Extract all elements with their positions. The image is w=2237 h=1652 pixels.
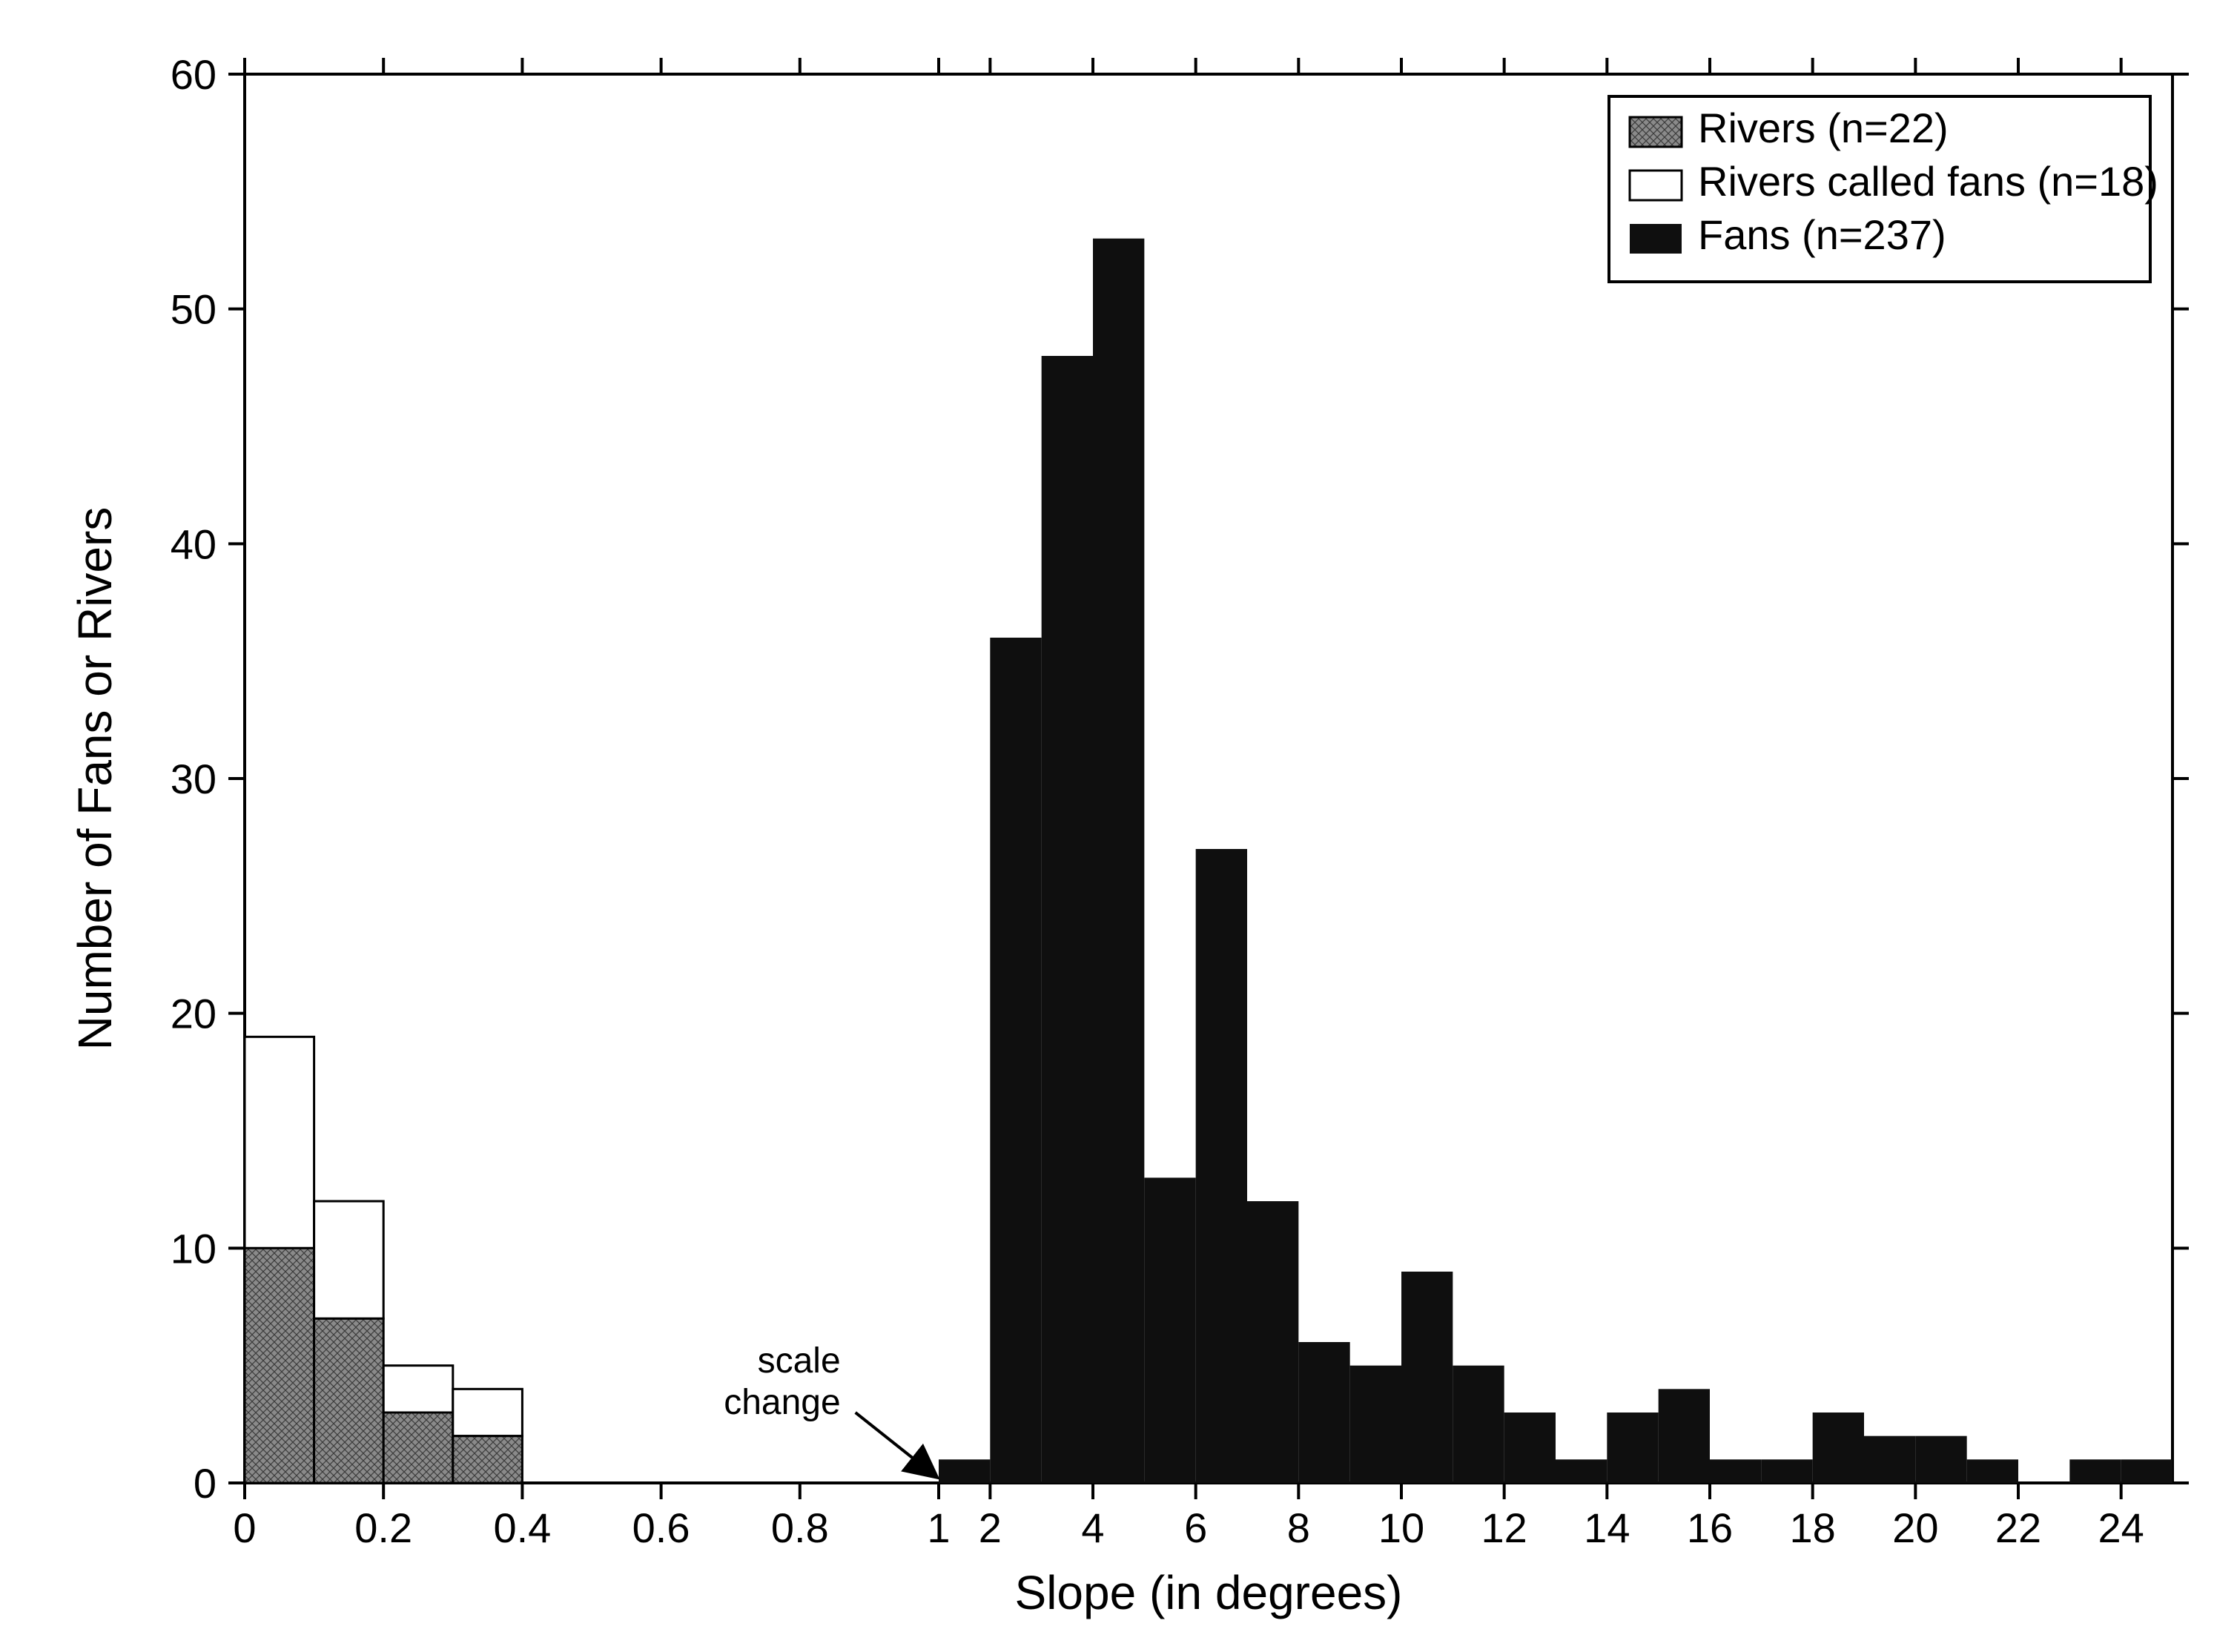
- y-tick-label: 20: [171, 991, 217, 1037]
- bar-rivers: [453, 1436, 523, 1483]
- x-tick-label: 10: [1378, 1504, 1424, 1551]
- chart-container: 010203040506000.20.40.60.812468101214161…: [0, 0, 2237, 1652]
- scale-change-annotation: scalechange: [724, 1341, 935, 1476]
- y-tick-label: 10: [171, 1225, 217, 1272]
- x-tick-label: 8: [1287, 1504, 1310, 1551]
- x-tick-label: 0.6: [632, 1504, 690, 1551]
- bar-fans: [1659, 1389, 1710, 1483]
- legend-swatch-rivers: [1630, 117, 1682, 147]
- bar-fans: [1042, 356, 1093, 1483]
- bar-fans: [990, 638, 1041, 1483]
- y-tick-label: 50: [171, 286, 217, 333]
- scale-change-text-1: scale: [758, 1341, 841, 1381]
- bar-fans: [1813, 1413, 1864, 1483]
- x-tick-label: 22: [1995, 1504, 2041, 1551]
- bar-rivers: [245, 1248, 314, 1483]
- legend: Rivers (n=22) Rivers called fans (n=18) Fa…: [1609, 96, 2158, 282]
- bar-fans: [1915, 1436, 1966, 1483]
- y-tick-label: 0: [194, 1460, 217, 1507]
- bar-fans: [1298, 1342, 1349, 1483]
- legend-swatch-fans: [1630, 224, 1682, 254]
- bar-rivers-called-fans: [245, 1037, 314, 1248]
- histogram-chart: 010203040506000.20.40.60.812468101214161…: [0, 0, 2237, 1652]
- x-tick-label: 16: [1687, 1504, 1733, 1551]
- y-tick-label: 30: [171, 756, 217, 802]
- x-tick-label: 14: [1584, 1504, 1630, 1551]
- legend-label-fans: Fans (n=237): [1698, 211, 1946, 258]
- bar-fans: [1607, 1413, 1658, 1483]
- bar-fans: [1453, 1366, 1504, 1483]
- x-tick-label: 12: [1481, 1504, 1527, 1551]
- bar-fans: [939, 1459, 990, 1483]
- bar-fans: [1710, 1459, 1761, 1483]
- bar-fans: [1761, 1459, 1812, 1483]
- bar-rivers: [383, 1413, 453, 1483]
- y-axis-label: Number of Fans or Rivers: [68, 507, 122, 1051]
- x-axis-label: Slope (in degrees): [1015, 1566, 1403, 1619]
- bar-fans: [2069, 1459, 2121, 1483]
- bar-fans: [2121, 1459, 2172, 1483]
- x-tick-label: 4: [1081, 1504, 1104, 1551]
- bar-rivers-called-fans: [453, 1389, 523, 1435]
- bar-fans: [1401, 1272, 1453, 1483]
- bar-fans: [1247, 1201, 1298, 1483]
- x-tick-label: 0.2: [354, 1504, 412, 1551]
- bar-fans: [1196, 849, 1247, 1483]
- x-tick-label: 1: [927, 1504, 950, 1551]
- bar-rivers: [314, 1318, 384, 1483]
- legend-label-rivers_called_fans: Rivers called fans (n=18): [1698, 158, 2158, 205]
- bar-fans: [1556, 1459, 1607, 1483]
- y-tick-label: 60: [171, 51, 217, 98]
- bar-fans: [1967, 1459, 2018, 1483]
- legend-label-rivers: Rivers (n=22): [1698, 105, 1949, 151]
- scale-change-arrow: [856, 1413, 936, 1476]
- x-tick-label: 0.8: [771, 1504, 829, 1551]
- x-tick-label: 20: [1892, 1504, 1938, 1551]
- x-tick-label: 0: [233, 1504, 256, 1551]
- bar-rivers-called-fans: [383, 1366, 453, 1413]
- bar-fans: [1093, 239, 1144, 1483]
- x-tick-label: 24: [2098, 1504, 2144, 1551]
- x-tick-label: 6: [1184, 1504, 1207, 1551]
- bar-fans: [1350, 1366, 1401, 1483]
- y-tick-label: 40: [171, 521, 217, 567]
- x-tick-label: 0.4: [493, 1504, 551, 1551]
- scale-change-text-2: change: [724, 1383, 840, 1422]
- bar-fans: [1144, 1177, 1195, 1483]
- x-tick-label: 18: [1790, 1504, 1836, 1551]
- legend-swatch-rivers_called_fans: [1630, 171, 1682, 200]
- bars: [245, 239, 2172, 1483]
- bar-fans: [1504, 1413, 1556, 1483]
- x-tick-label: 2: [979, 1504, 1002, 1551]
- bar-fans: [1864, 1436, 1915, 1483]
- bar-rivers-called-fans: [314, 1201, 384, 1318]
